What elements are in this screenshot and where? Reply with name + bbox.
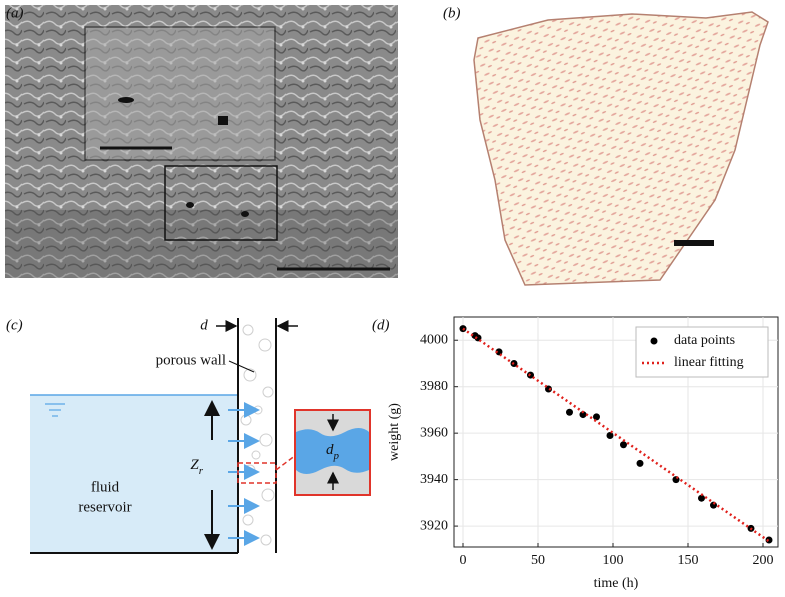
pore-subscript: p xyxy=(333,450,340,462)
reservoir-label: reservoir xyxy=(78,499,131,515)
pore-label: dp xyxy=(326,442,340,461)
x-axis-label: time (h) xyxy=(594,576,639,591)
reservoir-label: fluid xyxy=(91,479,120,495)
x-tick-label: 150 xyxy=(678,553,699,568)
panel-label: (a) xyxy=(6,5,24,21)
data-point xyxy=(566,408,573,416)
data-point xyxy=(593,413,600,421)
panel-label: (b) xyxy=(443,5,461,21)
y-tick-label: 3960 xyxy=(420,425,448,440)
x-tick-label: 0 xyxy=(460,553,467,568)
sample-image xyxy=(473,11,769,286)
data-point xyxy=(698,494,705,502)
y-tick-label: 4000 xyxy=(420,332,448,347)
x-tick-label: 200 xyxy=(753,553,774,568)
data-point xyxy=(545,385,552,393)
wall-label: porous wall xyxy=(156,352,226,368)
y-axis-label: weight (g) xyxy=(387,403,402,461)
data-point xyxy=(636,459,644,467)
y-tick-label: 3980 xyxy=(420,379,448,394)
legend-box xyxy=(635,326,769,378)
pore-symbol: d xyxy=(326,442,334,458)
data-point xyxy=(620,441,627,449)
height-subscript: r xyxy=(199,465,204,477)
panel-label: (d) xyxy=(372,317,390,333)
data-point xyxy=(579,411,587,419)
legend-marker xyxy=(650,337,658,345)
legend-label: linear fitting xyxy=(674,355,744,370)
panel-label: (c) xyxy=(6,317,23,333)
x-tick-label: 100 xyxy=(603,553,624,568)
height-label: Zr xyxy=(190,457,203,476)
y-tick-label: 3920 xyxy=(420,518,448,533)
height-symbol: Z xyxy=(190,457,199,473)
gap-label: d xyxy=(200,317,208,333)
y-tick-label: 3940 xyxy=(420,472,448,487)
sem-image xyxy=(5,5,398,278)
chart: 0 50 100 150 200 3920 3940 3960 3980 4000 time (h)… xyxy=(387,316,779,591)
schematic xyxy=(30,318,371,554)
legend-label: data points xyxy=(674,333,735,348)
x-tick-label: 50 xyxy=(531,553,545,568)
data-point xyxy=(606,431,614,439)
